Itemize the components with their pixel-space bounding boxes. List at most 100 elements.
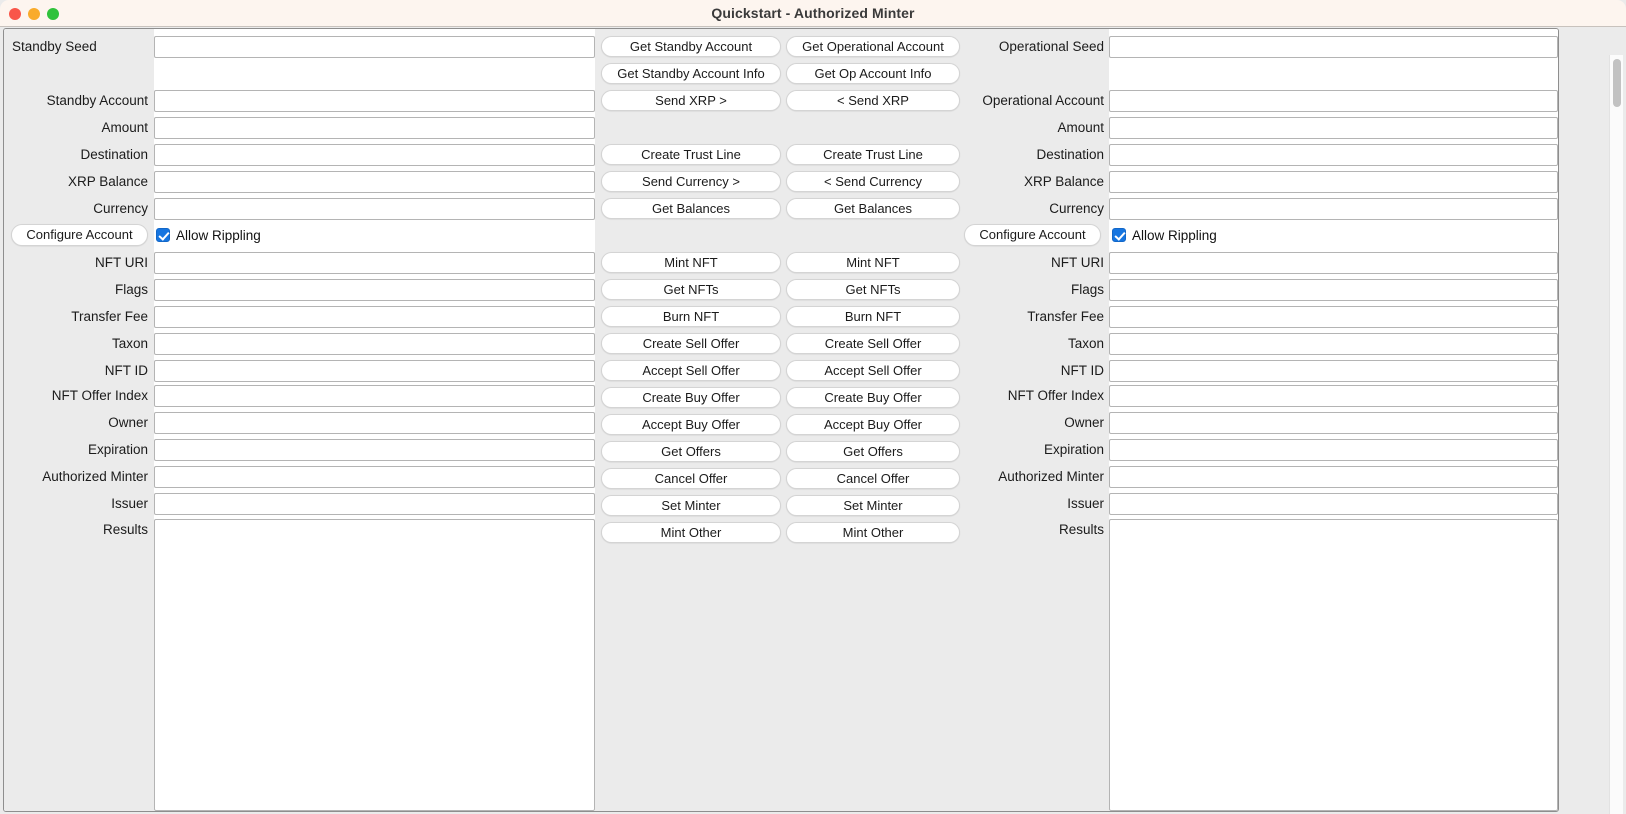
operational-allow-rippling-label: Allow Rippling bbox=[1132, 227, 1217, 243]
standby-currency-input[interactable] bbox=[154, 198, 595, 220]
standby-mint-other-button[interactable]: Mint Other bbox=[601, 522, 781, 543]
standby-create-buy-offer-button[interactable]: Create Buy Offer bbox=[601, 387, 781, 408]
operational-cancel-offer-button[interactable]: Cancel Offer bbox=[786, 468, 960, 489]
close-button[interactable] bbox=[9, 8, 21, 20]
operational-currency-label: Currency bbox=[1049, 201, 1104, 216]
standby-get-account-button[interactable]: Get Standby Account bbox=[601, 36, 781, 57]
operational-xrp-balance-input[interactable] bbox=[1109, 171, 1558, 193]
window-title: Quickstart - Authorized Minter bbox=[711, 5, 915, 21]
standby-results-textarea[interactable] bbox=[154, 519, 595, 811]
standby-transfer-fee-label: Transfer Fee bbox=[71, 309, 148, 324]
operational-create-buy-offer-button[interactable]: Create Buy Offer bbox=[786, 387, 960, 408]
standby-get-offers-button[interactable]: Get Offers bbox=[601, 441, 781, 462]
scrollbar-thumb[interactable] bbox=[1613, 59, 1621, 107]
standby-issuer-input[interactable] bbox=[154, 493, 595, 515]
vertical-scrollbar[interactable] bbox=[1609, 55, 1623, 814]
operational-burn-nft-button[interactable]: Burn NFT bbox=[786, 306, 960, 327]
operational-get-account-button[interactable]: Get Operational Account bbox=[786, 36, 960, 57]
operational-get-account-info-button[interactable]: Get Op Account Info bbox=[786, 63, 960, 84]
operational-send-currency-button[interactable]: < Send Currency bbox=[786, 171, 960, 192]
standby-accept-sell-offer-button[interactable]: Accept Sell Offer bbox=[601, 360, 781, 381]
operational-amount-input[interactable] bbox=[1109, 117, 1558, 139]
operational-owner-input[interactable] bbox=[1109, 412, 1558, 434]
operational-destination-label: Destination bbox=[1036, 147, 1104, 162]
main-frame: Standby Seed Standby Account Amount Dest… bbox=[3, 28, 1559, 812]
operational-mint-nft-button[interactable]: Mint NFT bbox=[786, 252, 960, 273]
standby-nft-offer-index-input[interactable] bbox=[154, 385, 595, 407]
checkbox-checked-icon bbox=[156, 228, 170, 242]
standby-nft-uri-label: NFT URI bbox=[95, 255, 148, 270]
operational-amount-label: Amount bbox=[1057, 120, 1104, 135]
standby-nft-uri-input[interactable] bbox=[154, 252, 595, 274]
operational-allow-rippling-checkbox[interactable]: Allow Rippling bbox=[1112, 224, 1217, 246]
operational-authorized-minter-input[interactable] bbox=[1109, 466, 1558, 488]
standby-nft-id-label: NFT ID bbox=[104, 363, 148, 378]
standby-get-account-info-button[interactable]: Get Standby Account Info bbox=[601, 63, 781, 84]
operational-expiration-input[interactable] bbox=[1109, 439, 1558, 461]
standby-set-minter-button[interactable]: Set Minter bbox=[601, 495, 781, 516]
standby-flags-input[interactable] bbox=[154, 279, 595, 301]
operational-set-minter-button[interactable]: Set Minter bbox=[786, 495, 960, 516]
operational-transfer-fee-input[interactable] bbox=[1109, 306, 1558, 328]
standby-send-xrp-button[interactable]: Send XRP > bbox=[601, 90, 781, 111]
operational-accept-sell-offer-button[interactable]: Accept Sell Offer bbox=[786, 360, 960, 381]
standby-mint-nft-button[interactable]: Mint NFT bbox=[601, 252, 781, 273]
operational-taxon-input[interactable] bbox=[1109, 333, 1558, 355]
operational-get-nfts-button[interactable]: Get NFTs bbox=[786, 279, 960, 300]
standby-expiration-input[interactable] bbox=[154, 439, 595, 461]
operational-configure-account-button[interactable]: Configure Account bbox=[964, 224, 1101, 246]
standby-seed-input[interactable] bbox=[154, 36, 595, 58]
standby-amount-label: Amount bbox=[101, 120, 148, 135]
operational-mint-other-button[interactable]: Mint Other bbox=[786, 522, 960, 543]
operational-transfer-fee-label: Transfer Fee bbox=[1027, 309, 1104, 324]
standby-taxon-label: Taxon bbox=[111, 336, 148, 351]
operational-currency-input[interactable] bbox=[1109, 198, 1558, 220]
operational-nft-offer-index-label: NFT Offer Index bbox=[1007, 388, 1104, 403]
standby-xrp-balance-input[interactable] bbox=[154, 171, 595, 193]
standby-authorized-minter-input[interactable] bbox=[154, 466, 595, 488]
standby-nft-offer-index-label: NFT Offer Index bbox=[51, 388, 148, 403]
operational-issuer-input[interactable] bbox=[1109, 493, 1558, 515]
operational-nft-offer-index-input[interactable] bbox=[1109, 385, 1558, 407]
standby-nft-id-input[interactable] bbox=[154, 360, 595, 382]
standby-taxon-input[interactable] bbox=[154, 333, 595, 355]
standby-get-nfts-button[interactable]: Get NFTs bbox=[601, 279, 781, 300]
standby-owner-label: Owner bbox=[108, 415, 148, 430]
standby-burn-nft-button[interactable]: Burn NFT bbox=[601, 306, 781, 327]
operational-create-sell-offer-button[interactable]: Create Sell Offer bbox=[786, 333, 960, 354]
operational-create-trust-line-button[interactable]: Create Trust Line bbox=[786, 144, 960, 165]
standby-expiration-label: Expiration bbox=[87, 442, 148, 457]
operational-results-label: Results bbox=[1058, 522, 1104, 537]
operational-get-balances-button[interactable]: Get Balances bbox=[786, 198, 960, 219]
operational-destination-input[interactable] bbox=[1109, 144, 1558, 166]
standby-cancel-offer-button[interactable]: Cancel Offer bbox=[601, 468, 781, 489]
standby-configure-account-button[interactable]: Configure Account bbox=[11, 224, 148, 246]
standby-accept-buy-offer-button[interactable]: Accept Buy Offer bbox=[601, 414, 781, 435]
standby-owner-input[interactable] bbox=[154, 412, 595, 434]
standby-send-currency-button[interactable]: Send Currency > bbox=[601, 171, 781, 192]
operational-seed-input[interactable] bbox=[1109, 36, 1558, 58]
standby-create-trust-line-button[interactable]: Create Trust Line bbox=[601, 144, 781, 165]
standby-account-input[interactable] bbox=[154, 90, 595, 112]
minimize-button[interactable] bbox=[28, 8, 40, 20]
standby-account-label: Standby Account bbox=[46, 93, 148, 108]
standby-transfer-fee-input[interactable] bbox=[154, 306, 595, 328]
operational-accept-buy-offer-button[interactable]: Accept Buy Offer bbox=[786, 414, 960, 435]
operational-nft-id-input[interactable] bbox=[1109, 360, 1558, 382]
operational-nft-uri-input[interactable] bbox=[1109, 252, 1558, 274]
operational-get-offers-button[interactable]: Get Offers bbox=[786, 441, 960, 462]
standby-seed-label: Standby Seed bbox=[12, 39, 97, 54]
maximize-button[interactable] bbox=[47, 8, 59, 20]
operational-account-label: Operational Account bbox=[982, 93, 1104, 108]
operational-account-input[interactable] bbox=[1109, 90, 1558, 112]
operational-send-xrp-button[interactable]: < Send XRP bbox=[786, 90, 960, 111]
standby-create-sell-offer-button[interactable]: Create Sell Offer bbox=[601, 333, 781, 354]
operational-issuer-label: Issuer bbox=[1067, 496, 1104, 511]
standby-destination-input[interactable] bbox=[154, 144, 595, 166]
operational-results-textarea[interactable] bbox=[1109, 519, 1558, 811]
standby-amount-input[interactable] bbox=[154, 117, 595, 139]
standby-currency-label: Currency bbox=[93, 201, 148, 216]
standby-allow-rippling-checkbox[interactable]: Allow Rippling bbox=[156, 224, 261, 246]
standby-get-balances-button[interactable]: Get Balances bbox=[601, 198, 781, 219]
operational-flags-input[interactable] bbox=[1109, 279, 1558, 301]
